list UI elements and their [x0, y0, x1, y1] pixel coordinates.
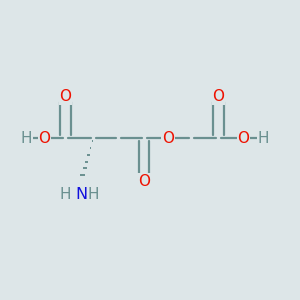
- Text: O: O: [238, 130, 250, 146]
- Text: N: N: [76, 187, 88, 202]
- Text: O: O: [138, 174, 150, 189]
- Text: O: O: [162, 130, 174, 146]
- Text: H: H: [20, 130, 32, 146]
- Text: O: O: [38, 130, 50, 146]
- Text: O: O: [59, 89, 71, 104]
- Text: H: H: [258, 130, 269, 146]
- Text: H: H: [59, 187, 71, 202]
- Text: O: O: [212, 89, 224, 104]
- Text: H: H: [88, 187, 99, 202]
